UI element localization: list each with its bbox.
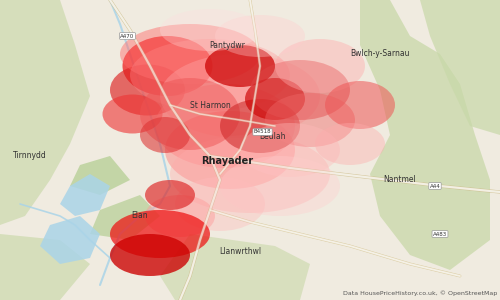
Text: Beulah: Beulah — [259, 132, 286, 141]
Ellipse shape — [130, 39, 290, 111]
Ellipse shape — [140, 117, 190, 153]
Ellipse shape — [140, 78, 240, 150]
Ellipse shape — [170, 135, 330, 213]
Text: Pantydwr: Pantydwr — [210, 40, 246, 50]
Ellipse shape — [220, 156, 340, 216]
Text: Nantmel: Nantmel — [384, 176, 416, 184]
Polygon shape — [90, 195, 160, 240]
Ellipse shape — [110, 210, 210, 258]
Text: Tirnnydd: Tirnnydd — [13, 152, 47, 160]
Text: Data HousePriceHistory.co.uk, © OpenStreetMap: Data HousePriceHistory.co.uk, © OpenStre… — [343, 291, 498, 296]
Ellipse shape — [220, 99, 300, 153]
Polygon shape — [160, 234, 310, 300]
Ellipse shape — [175, 177, 265, 231]
Ellipse shape — [215, 15, 305, 57]
Text: Bwlch-y-Sarnau: Bwlch-y-Sarnau — [350, 50, 410, 58]
Ellipse shape — [110, 64, 185, 116]
Polygon shape — [420, 0, 500, 135]
Polygon shape — [60, 174, 110, 216]
Ellipse shape — [250, 60, 350, 120]
Ellipse shape — [240, 123, 340, 177]
Text: Llanwrthwl: Llanwrthwl — [219, 248, 261, 256]
Ellipse shape — [245, 78, 305, 120]
Text: Rhayader: Rhayader — [202, 155, 254, 166]
Polygon shape — [360, 0, 490, 270]
Text: A483: A483 — [433, 232, 447, 236]
Ellipse shape — [265, 93, 355, 147]
Polygon shape — [70, 156, 130, 195]
Text: A470: A470 — [120, 34, 134, 38]
Polygon shape — [0, 234, 90, 300]
Ellipse shape — [315, 123, 385, 165]
Ellipse shape — [275, 39, 365, 93]
Ellipse shape — [160, 54, 320, 138]
Ellipse shape — [120, 24, 260, 84]
Ellipse shape — [145, 195, 215, 237]
Ellipse shape — [205, 45, 275, 87]
Ellipse shape — [325, 81, 395, 129]
Text: Elan: Elan — [132, 212, 148, 220]
Polygon shape — [40, 216, 100, 264]
Text: A44: A44 — [430, 184, 440, 188]
Ellipse shape — [122, 36, 212, 96]
Ellipse shape — [145, 180, 195, 210]
Polygon shape — [0, 0, 90, 225]
Ellipse shape — [110, 234, 190, 276]
Ellipse shape — [155, 84, 295, 168]
Text: St Harmon: St Harmon — [190, 100, 230, 109]
Ellipse shape — [165, 111, 295, 189]
Ellipse shape — [160, 9, 260, 51]
Text: B4518: B4518 — [254, 130, 272, 134]
Ellipse shape — [102, 94, 162, 134]
